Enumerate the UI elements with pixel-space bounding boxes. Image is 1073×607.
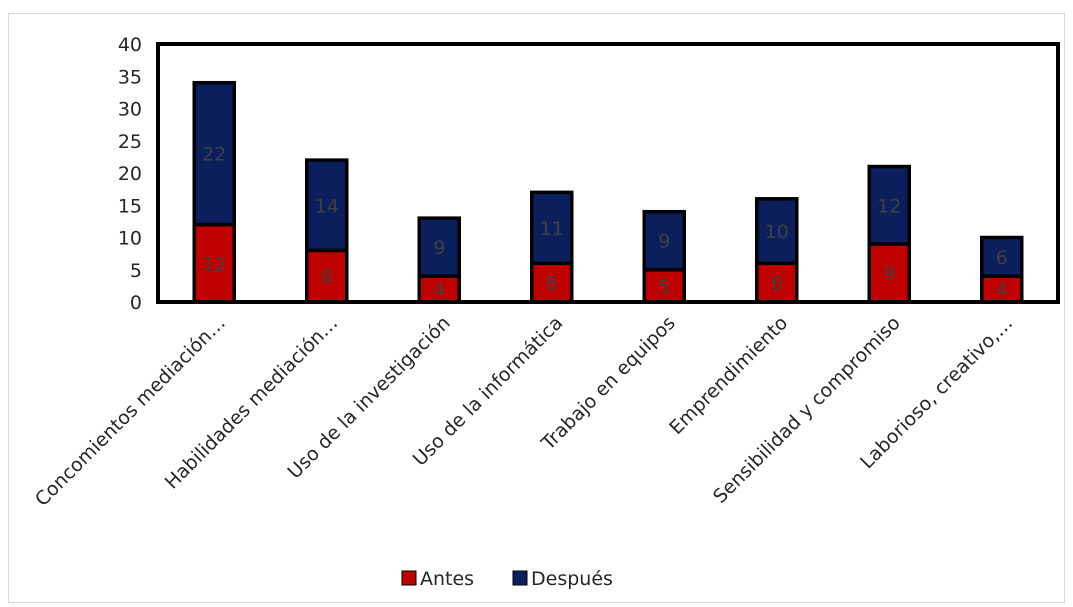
legend-label: Después xyxy=(531,568,613,590)
data-label: 8 xyxy=(321,266,333,288)
legend: Antes Después xyxy=(401,568,613,590)
category-label: Sensibilidad y compromiso xyxy=(709,312,905,508)
data-label: 4 xyxy=(433,279,445,301)
bar-segment-despus xyxy=(867,164,911,246)
data-label: 9 xyxy=(883,263,895,285)
legend-swatch xyxy=(512,570,528,586)
data-label: 9 xyxy=(658,231,670,253)
data-label: 12 xyxy=(202,253,226,275)
data-label: 10 xyxy=(765,221,789,243)
bar-segment-antes xyxy=(417,274,461,304)
data-label: 6 xyxy=(546,273,558,295)
bars-group xyxy=(192,80,1024,304)
bar-segment-despus xyxy=(642,209,686,272)
y-tick-label: 30 xyxy=(118,99,142,121)
y-tick-label: 40 xyxy=(118,34,142,56)
bar-segment-despus xyxy=(305,158,349,253)
category-labels-group: Concomientos mediación…Habilidades media… xyxy=(31,312,1017,511)
data-label: 6 xyxy=(996,247,1008,269)
bar-segment-antes xyxy=(530,261,574,304)
y-tick-label: 20 xyxy=(118,163,142,185)
data-labels-group: 12 22 8 14 4 9 6 11 5 9 6 10 9 12 4 6 xyxy=(202,144,1008,301)
y-tick-label: 25 xyxy=(118,131,142,153)
data-label: 5 xyxy=(658,276,670,298)
legend-swatch xyxy=(401,570,417,586)
data-label: 4 xyxy=(996,279,1008,301)
legend-label: Antes xyxy=(420,568,474,590)
data-label: 14 xyxy=(315,195,339,217)
bar-segment-despus xyxy=(755,197,799,266)
bar-segment-despus xyxy=(192,80,236,227)
y-axis-ticks: 0 5 10 15 20 25 30 35 40 xyxy=(118,34,142,314)
data-label: 6 xyxy=(771,273,783,295)
bar-segment-antes xyxy=(305,248,349,304)
data-label: 11 xyxy=(540,218,564,240)
y-tick-label: 5 xyxy=(130,260,142,282)
chart-frame xyxy=(8,13,1065,603)
y-tick-label: 35 xyxy=(118,66,142,88)
y-tick-label: 10 xyxy=(118,228,142,250)
category-label: Concomientos mediación… xyxy=(31,312,230,511)
plot-area-border xyxy=(156,42,1060,304)
y-tick-label: 15 xyxy=(118,195,142,217)
category-label: Emprendimiento xyxy=(665,312,792,439)
y-tick-label: 0 xyxy=(130,292,142,314)
bar-segment-despus xyxy=(980,235,1024,278)
data-label: 22 xyxy=(202,144,226,166)
data-label: 9 xyxy=(433,237,445,259)
data-label: 12 xyxy=(877,195,901,217)
bar-segment-despus xyxy=(530,190,574,266)
bar-segment-despus xyxy=(417,216,461,278)
